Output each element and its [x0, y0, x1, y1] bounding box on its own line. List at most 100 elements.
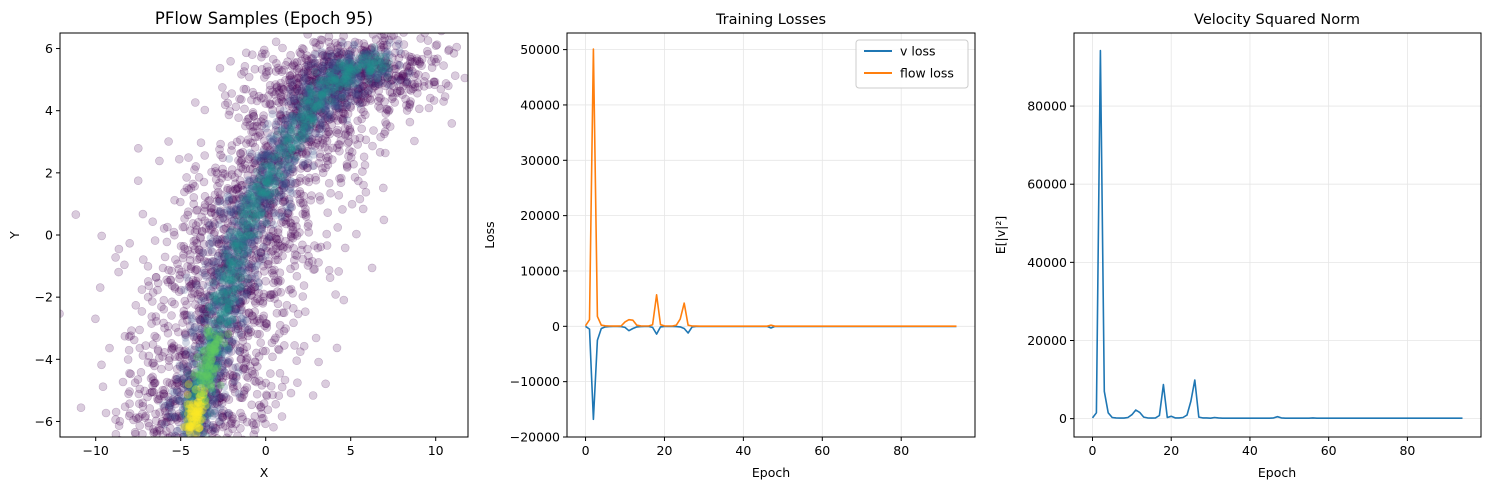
scatter-point: [153, 345, 163, 354]
scatter-point: [296, 86, 306, 96]
scatter-point: [285, 109, 295, 118]
scatter-point: [286, 50, 295, 60]
scatter-point: [196, 233, 205, 243]
scatter-point: [367, 263, 377, 273]
scatter-point: [250, 425, 260, 435]
scatter-point-core: [315, 81, 324, 90]
scatter-point: [181, 269, 190, 279]
y-tick-label: 20000: [520, 208, 560, 223]
scatter-point: [299, 191, 309, 201]
scatter-point: [256, 338, 266, 348]
scatter-point: [228, 300, 237, 309]
scatter-point: [233, 273, 243, 282]
scatter-point: [416, 34, 426, 43]
scatter-point: [253, 177, 263, 186]
scatter-point: [430, 80, 439, 90]
scatter-point-core: [337, 78, 345, 87]
scatter-point: [189, 388, 198, 398]
scatter-point: [167, 311, 176, 320]
scatter-point: [335, 174, 344, 183]
scatter-point: [469, 29, 477, 37]
scatter-point: [174, 327, 183, 337]
scatter-point-dense: [343, 116, 352, 125]
scatter-point: [405, 117, 415, 127]
scatter-point: [248, 138, 258, 148]
scatter-point: [195, 254, 204, 264]
scatter-point: [444, 45, 454, 54]
scatter-point: [405, 52, 414, 61]
scatter-point: [236, 149, 245, 158]
scatter-point: [184, 185, 193, 194]
scatter-point: [223, 98, 232, 108]
scatter-point: [287, 232, 296, 242]
scatter-point-core: [289, 119, 298, 127]
scatter-point: [326, 87, 336, 96]
scatter-point: [248, 454, 256, 462]
scatter-point: [326, 188, 335, 198]
scatter-point: [436, 84, 446, 94]
scatter-point: [287, 81, 297, 90]
x-tick-label: −10: [83, 443, 109, 458]
scatter-point: [243, 278, 252, 288]
scatter-point: [158, 385, 167, 395]
scatter-point: [265, 196, 275, 206]
scatter-point: [369, 61, 379, 70]
scatter-point: [295, 347, 305, 357]
scatter-point: [133, 176, 143, 185]
scatter-point: [172, 378, 182, 387]
y-tick-label: 2: [45, 165, 53, 180]
x-tick-label: 40: [735, 443, 751, 458]
scatter-point: [355, 54, 364, 63]
scatter-point: [124, 411, 134, 421]
scatter-point: [350, 173, 360, 182]
scatter-point: [256, 204, 266, 213]
scatter-point: [254, 352, 264, 361]
scatter-point-dense: [230, 377, 239, 386]
scatter-point: [323, 208, 333, 217]
scatter-point: [324, 115, 334, 125]
scatter-point: [300, 307, 310, 317]
scatter-point: [214, 239, 223, 248]
scatter-point: [157, 364, 166, 374]
scatter-point: [311, 38, 320, 48]
scatter-point: [307, 135, 317, 144]
scatter-point: [169, 341, 179, 351]
scatter-point: [270, 465, 278, 473]
scatter-point-peak: [198, 406, 207, 415]
scatter-point: [71, 210, 81, 219]
scatter-point: [314, 124, 324, 133]
scatter-point: [207, 167, 216, 177]
scatter-point: [233, 243, 242, 253]
scatter-point-dense: [279, 106, 288, 115]
scatter-point: [206, 207, 216, 217]
scatter-point-dense: [225, 154, 234, 163]
scatter-point: [227, 146, 236, 155]
scatter-point: [120, 402, 130, 412]
scatter-point: [151, 312, 161, 321]
scatter-point: [340, 243, 350, 253]
scatter-point: [325, 273, 335, 283]
scatter-point: [91, 314, 100, 324]
scatter-point: [304, 126, 314, 135]
scatter-point: [249, 111, 258, 121]
scatter-point: [236, 283, 246, 293]
y-axis-label: E[|v|²]: [993, 216, 1008, 254]
scatter-point-core: [272, 168, 281, 176]
scatter-point: [187, 352, 197, 362]
scatter-point: [162, 275, 171, 285]
scatter-point-core: [231, 227, 240, 236]
scatter-point: [382, 104, 391, 114]
scatter-point-core: [287, 137, 296, 146]
scatter-point: [187, 262, 196, 271]
scatter-point: [274, 186, 284, 196]
scatter-point: [443, 81, 453, 91]
scatter-point: [328, 78, 338, 88]
scatter-point: [287, 62, 297, 71]
scatter-point: [193, 205, 202, 215]
scatter-point: [408, 84, 418, 93]
scatter-point-core: [282, 152, 290, 161]
scatter-point: [346, 50, 355, 60]
scatter-point: [291, 113, 301, 123]
scatter-point-dense: [288, 78, 296, 87]
scatter-point: [256, 94, 266, 103]
